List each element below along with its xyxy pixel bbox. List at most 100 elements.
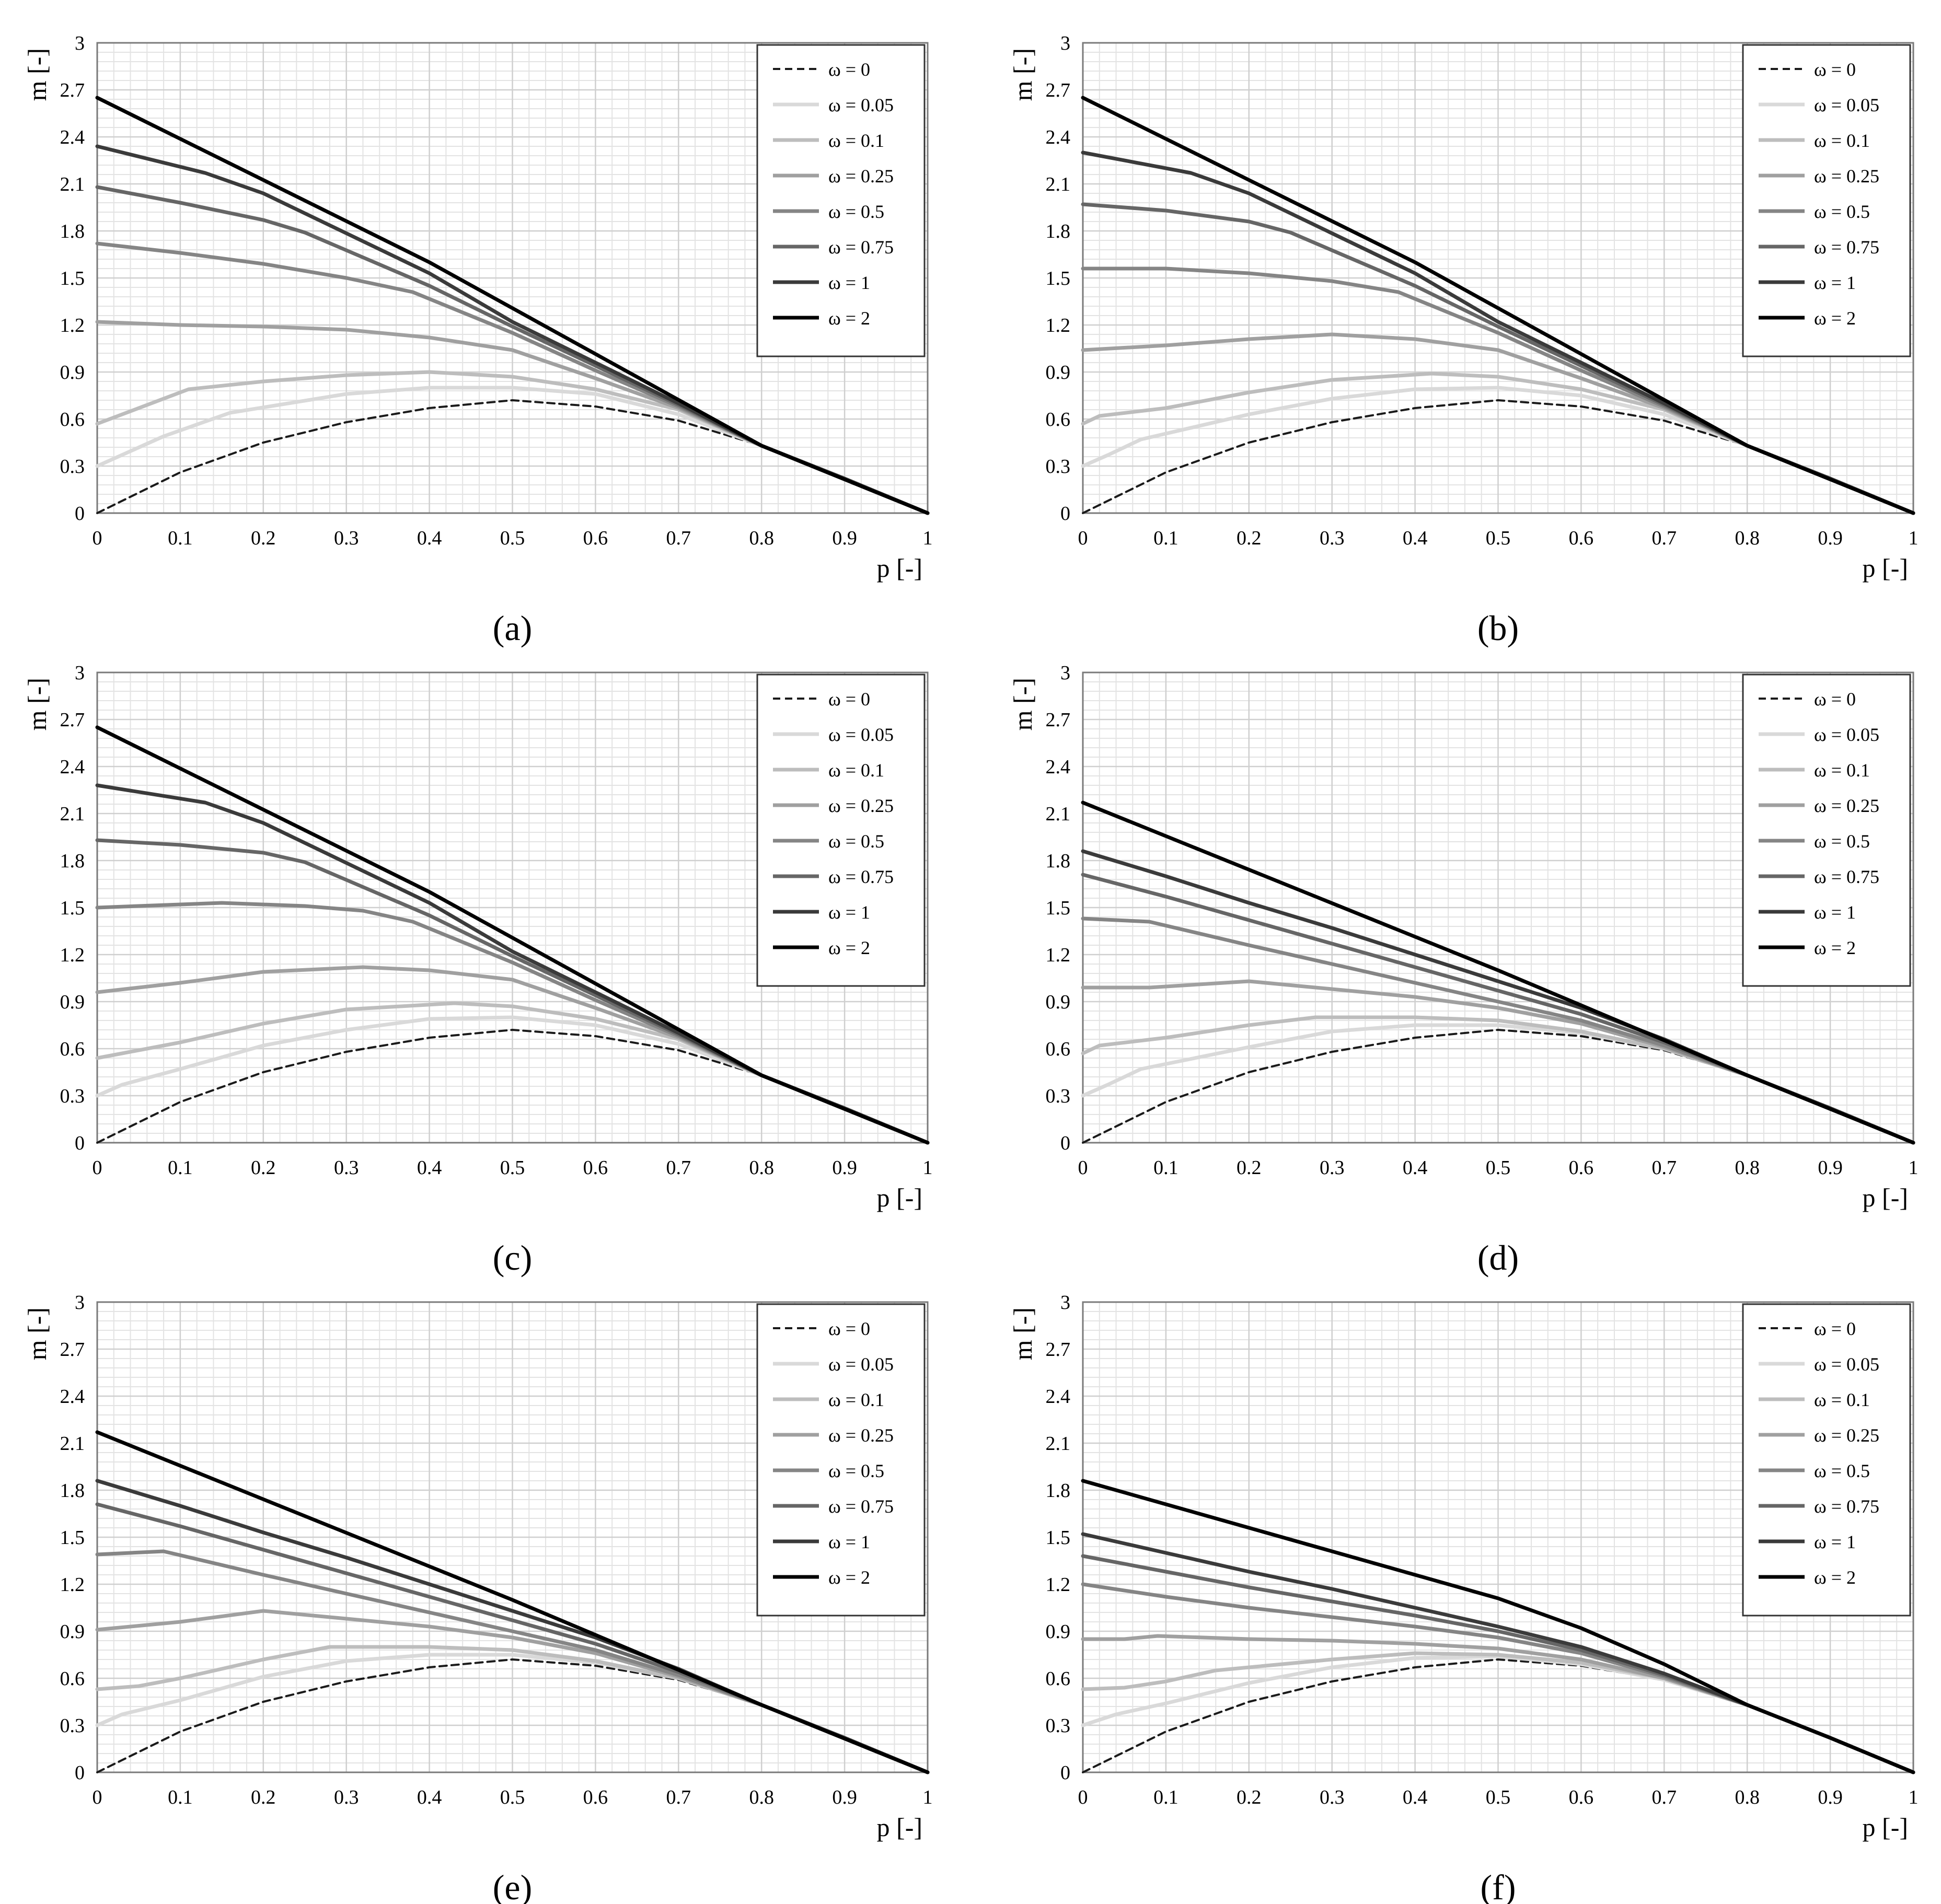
x-tick-label: 0.1: [1153, 1786, 1179, 1808]
x-tick-label: 0.3: [334, 1157, 359, 1179]
x-tick-label: 1: [923, 1786, 933, 1808]
series-line-0: [1082, 1658, 1914, 1773]
x-tick-label: 0: [1078, 527, 1088, 549]
y-tick-label: 2.7: [60, 1339, 85, 1361]
y-tick-label: 3: [1060, 32, 1070, 54]
series-lines: [95, 96, 930, 515]
y-tick-label: 0.3: [1046, 1085, 1071, 1107]
y-tick-label: 1.8: [1046, 850, 1071, 872]
x-tick-label: 0.5: [1486, 1786, 1511, 1808]
legend-entry-label: ω = 0.5: [828, 831, 884, 852]
y-tick-label: 0.6: [60, 1038, 85, 1060]
y-tick-label: 2.1: [60, 1433, 85, 1455]
x-tick-label: 0.7: [666, 1786, 691, 1808]
y-tick-label: 2.4: [1046, 126, 1071, 148]
legend-entry-label: ω = 0.05: [1814, 724, 1879, 745]
chart-panel-e: 0 0.1 0.2 0.3 0.4 0.5 0.6 0.7 0.8 0.9 1 0 0.3 0.6 0.9 1…: [22, 1292, 933, 1904]
legend-entry-label: ω = 1: [1814, 272, 1856, 293]
x-tick-label: 0: [93, 527, 102, 549]
x-tick-label: 0.7: [1652, 1786, 1677, 1808]
y-tick-label: 0.6: [1046, 1668, 1071, 1690]
legend-entry-label: ω = 0.5: [828, 201, 884, 222]
legend: ω = 0 ω = 0.05 ω = 0.1 ω = 0.25 ω = 0.5 ω = 0…: [1742, 44, 1911, 357]
x-tick-label: 0.6: [583, 527, 608, 549]
chart-panel-b: 0 0.1 0.2 0.3 0.4 0.5 0.6 0.7 0.8 0.9 1 0 0.3 0.6 0.9 1…: [1008, 32, 1919, 648]
y-tick-label: 1.8: [60, 220, 85, 242]
y-tick-label: 3: [75, 1292, 85, 1314]
legend-entry-label: ω = 0.75: [828, 866, 894, 887]
y-tick-label: 1.8: [60, 850, 85, 872]
y-axis-label: m [-]: [1008, 678, 1037, 730]
legend-entry-label: ω = 2: [828, 308, 870, 329]
panel-label: (d): [1477, 1238, 1519, 1278]
x-tick-label: 0.7: [666, 1157, 691, 1179]
y-tick-label: 0: [75, 503, 85, 525]
plot-border: [1082, 42, 1914, 514]
y-tick-label: 0: [75, 1132, 85, 1154]
x-tick-label: 0.2: [1237, 1157, 1262, 1179]
y-tick-label: 1.2: [60, 1574, 85, 1596]
y-tick-label: 0: [1060, 1762, 1070, 1784]
y-tick-label: 2.4: [60, 126, 85, 148]
x-tick-label: 1: [1909, 1157, 1919, 1179]
legend-entry-label: ω = 0: [828, 689, 870, 710]
legend-entry-label: ω = 0.25: [1814, 1425, 1879, 1446]
legend-entry-label: ω = 0.25: [1814, 795, 1879, 816]
legend: ω = 0 ω = 0.05 ω = 0.1 ω = 0.25 ω = 0.5 ω = 0…: [756, 1303, 926, 1617]
y-tick-label: 1.2: [1046, 315, 1071, 336]
x-tick-label: 0.2: [1237, 1786, 1262, 1808]
y-tick-label: 2.4: [1046, 1386, 1071, 1408]
x-tick-label: 0.3: [1320, 1786, 1345, 1808]
x-tick-label: 0.1: [168, 1786, 193, 1808]
x-tick-label: 1: [923, 527, 933, 549]
series-line-0: [96, 399, 929, 514]
series-line-0: [1082, 1029, 1914, 1144]
legend-entry-label: ω = 0: [828, 1318, 870, 1339]
y-tick-label: 2.4: [60, 1386, 85, 1408]
x-tick-label: 0.9: [1818, 1157, 1843, 1179]
x-tick-label: 0.9: [1818, 527, 1843, 549]
series-lines: [95, 725, 930, 1145]
x-tick-label: 0.8: [1735, 1157, 1760, 1179]
legend-entry-label: ω = 2: [1814, 937, 1856, 958]
x-tick-label: 0.9: [1818, 1786, 1843, 1808]
legend-entry-label: ω = 0.1: [1814, 760, 1870, 781]
x-tick-label: 0.6: [1569, 1157, 1594, 1179]
legend-entry-label: ω = 0.05: [828, 1354, 894, 1375]
y-tick-label: 2.1: [1046, 173, 1071, 195]
x-tick-label: 0: [93, 1157, 102, 1179]
x-axis-label: p [-]: [1863, 1183, 1908, 1212]
x-tick-label: 0.7: [1652, 1157, 1677, 1179]
legend-entry-label: ω = 0.05: [828, 724, 894, 745]
legend-entry-label: ω = 0.75: [828, 1496, 894, 1517]
x-tick-label: 0.2: [251, 527, 276, 549]
legend-entry-label: ω = 0.1: [828, 1389, 884, 1410]
legend-entry-label: ω = 0.1: [1814, 1389, 1870, 1410]
x-tick-label: 0.8: [749, 1786, 774, 1808]
legend-entry-label: ω = 1: [1814, 1531, 1856, 1552]
legend: ω = 0 ω = 0.05 ω = 0.1 ω = 0.25 ω = 0.5 ω = 0…: [756, 44, 926, 357]
x-tick-label: 0.4: [1403, 1786, 1428, 1808]
legend-entry-label: ω = 1: [828, 1531, 870, 1552]
legend-entry-label: ω = 0.05: [1814, 1354, 1879, 1375]
x-tick-label: 0: [1078, 1786, 1088, 1808]
x-tick-label: 0.3: [334, 527, 359, 549]
x-tick-label: 0.7: [666, 527, 691, 549]
y-tick-label: 2.7: [60, 709, 85, 731]
series-line-0: [96, 1029, 929, 1144]
legend-entry-label: ω = 0.75: [1814, 1496, 1879, 1517]
y-tick-label: 2.7: [1046, 1339, 1071, 1361]
series-line-7: [95, 96, 930, 515]
x-tick-label: 0.4: [417, 1157, 442, 1179]
y-axis-label: m [-]: [22, 1307, 52, 1360]
x-tick-label: 1: [923, 1157, 933, 1179]
y-tick-label: 1.5: [1046, 268, 1071, 289]
x-tick-label: 0.1: [168, 527, 193, 549]
legend-entry-label: ω = 1: [1814, 902, 1856, 923]
x-tick-label: 0.9: [832, 1786, 857, 1808]
legend-entry-label: ω = 0.5: [1814, 831, 1870, 852]
y-axis-label: m [-]: [1008, 48, 1037, 101]
y-tick-label: 0.9: [60, 1621, 85, 1643]
plot-border: [96, 1301, 929, 1773]
